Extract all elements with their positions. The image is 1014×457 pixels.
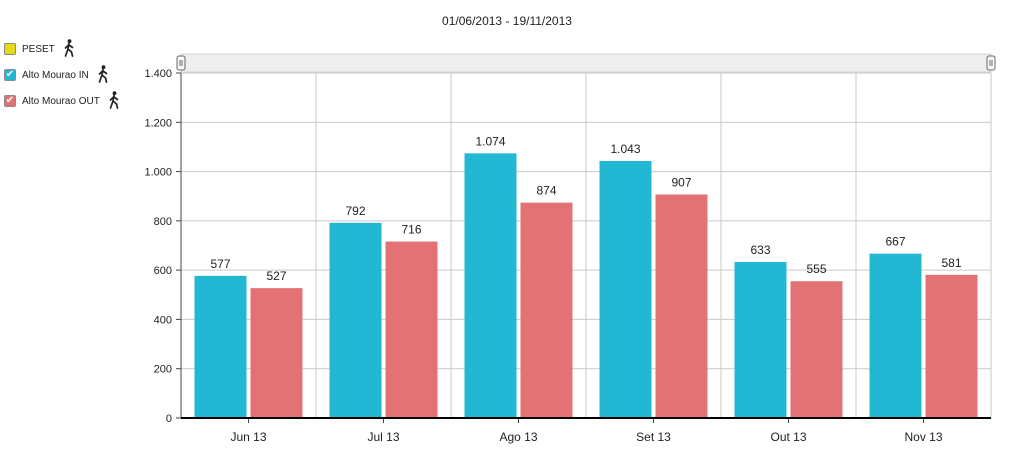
x-tick-label: Set 13	[636, 430, 671, 444]
data-label: 581	[941, 256, 961, 270]
x-tick-label: Nov 13	[904, 430, 942, 444]
y-tick-label: 200	[154, 364, 172, 376]
bar	[464, 153, 517, 419]
scrollbar-handle-right[interactable]	[986, 55, 996, 71]
y-axis: 0 200 400 600 800 1.000 1.200 1.400	[144, 68, 181, 425]
bar	[385, 241, 438, 418]
legend-item-peset[interactable]: PESET	[4, 36, 120, 62]
data-label: 874	[536, 184, 556, 198]
data-label: 527	[266, 269, 286, 283]
data-label: 716	[401, 223, 421, 237]
walking-person-icon	[63, 38, 75, 60]
legend-label-out: Alto Mourao OUT	[22, 95, 100, 107]
data-label: 555	[806, 262, 826, 276]
x-tick-label: Jun 13	[230, 430, 266, 444]
bar	[194, 275, 247, 418]
y-tick-label: 400	[154, 314, 172, 326]
bar	[250, 288, 303, 418]
y-tick-label: 0	[166, 413, 172, 425]
data-label: 633	[750, 243, 770, 257]
bars: 577 527 792 716 1.074 874 1.043 907 633 555 667 581	[194, 134, 978, 419]
bar	[790, 281, 843, 418]
scrollbar-handle-left[interactable]	[176, 55, 186, 71]
bar	[520, 202, 573, 418]
y-tick-label: 1.400	[144, 68, 172, 80]
x-tick-label: Out 13	[770, 430, 806, 444]
legend-checkbox-in[interactable]: ✔	[4, 69, 16, 81]
data-label: 1.043	[610, 142, 640, 156]
y-tick-label: 1.000	[144, 167, 172, 179]
data-label: 792	[345, 204, 365, 218]
bar	[925, 274, 978, 418]
grid	[180, 72, 992, 418]
chart-title: 01/06/2013 - 19/11/2013	[442, 14, 572, 28]
data-label: 667	[885, 235, 905, 249]
zoom-scrollbar[interactable]	[180, 53, 992, 73]
bar	[869, 253, 922, 418]
y-tick-label: 1.200	[144, 117, 172, 129]
data-label: 1.074	[475, 134, 505, 148]
bar	[734, 262, 787, 418]
legend-checkbox-peset[interactable]	[4, 43, 16, 55]
legend-label-in: Alto Mourao IN	[22, 69, 89, 81]
data-label: 907	[671, 175, 691, 189]
x-tick-label: Jul 13	[367, 430, 399, 444]
legend-item-out[interactable]: ✔ Alto Mourao OUT	[4, 88, 120, 114]
x-tick-label: Ago 13	[499, 430, 537, 444]
x-axis: Jun 13 Jul 13 Ago 13 Set 13 Out 13 Nov 13	[181, 417, 991, 444]
y-tick-label: 600	[154, 265, 172, 277]
data-label: 577	[210, 257, 230, 271]
legend-checkbox-out[interactable]: ✔	[4, 95, 16, 107]
walking-person-icon	[108, 90, 120, 112]
bar	[329, 222, 382, 418]
walking-person-icon	[97, 64, 109, 86]
y-tick-label: 800	[154, 216, 172, 228]
legend: PESET ✔ Alto Mourao IN ✔ Alto Mourao OUT	[4, 36, 120, 114]
legend-item-in[interactable]: ✔ Alto Mourao IN	[4, 62, 120, 88]
bar	[655, 194, 708, 418]
legend-label-peset: PESET	[22, 43, 55, 55]
bar	[599, 160, 652, 418]
